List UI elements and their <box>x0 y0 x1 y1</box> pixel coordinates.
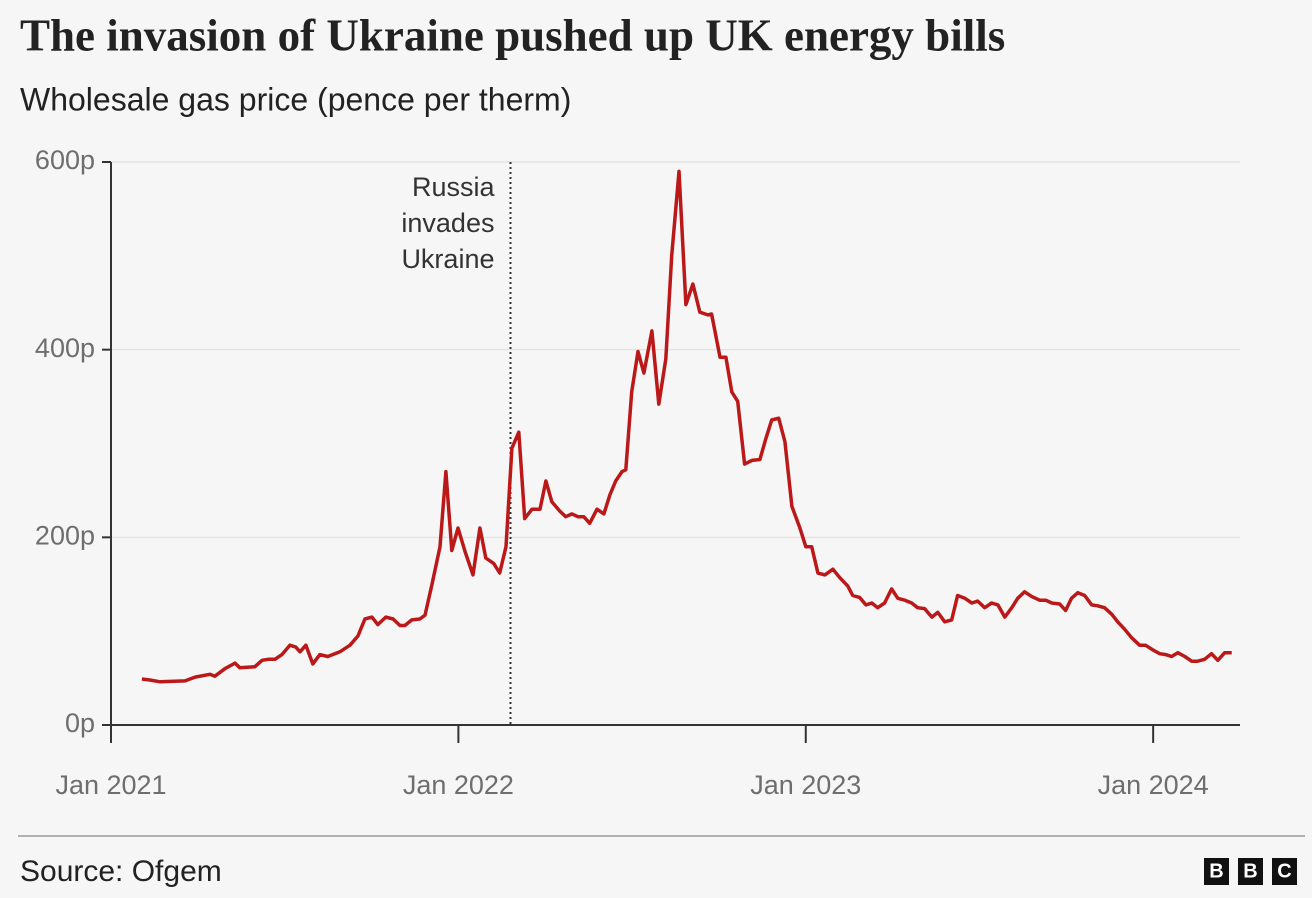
chart-title: The invasion of Ukraine pushed up UK ene… <box>20 10 1005 60</box>
chart-subtitle: Wholesale gas price (pence per therm) <box>20 81 571 117</box>
logo-letter: B <box>1209 860 1223 882</box>
y-tick-label: 400p <box>35 333 95 363</box>
logo-letter: B <box>1243 860 1257 882</box>
logo-box <box>1272 858 1297 885</box>
y-tick-label: 0p <box>65 708 95 738</box>
x-tick-label: Jan 2024 <box>1098 770 1209 800</box>
series-line <box>141 169 1232 684</box>
annotation-text: Russia <box>412 172 496 202</box>
x-tick-label: Jan 2022 <box>403 770 514 800</box>
annotation-text: invades <box>401 208 494 238</box>
x-tick-label: Jan 2023 <box>750 770 861 800</box>
y-tick-label: 200p <box>35 520 95 550</box>
logo-letter: C <box>1277 860 1291 882</box>
y-tick-label: 600p <box>35 145 95 175</box>
annotation-text: Ukraine <box>401 244 494 274</box>
logo-box <box>1204 858 1229 885</box>
logo-box <box>1238 858 1263 885</box>
source: Source: Ofgem <box>20 855 222 888</box>
x-tick-label: Jan 2021 <box>55 770 166 800</box>
